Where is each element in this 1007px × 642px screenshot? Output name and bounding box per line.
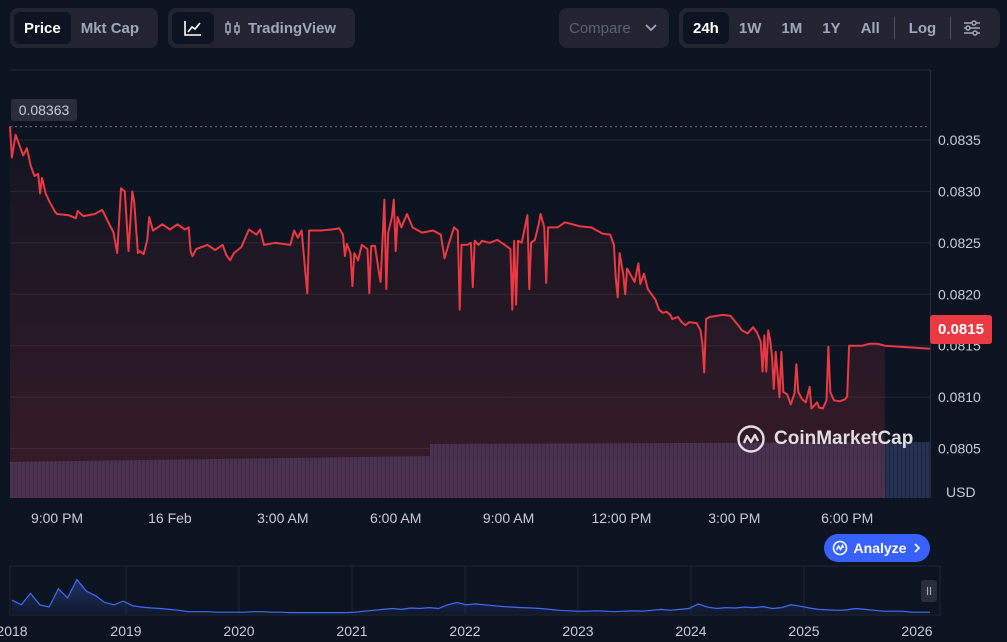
volume-bar <box>894 442 898 498</box>
analyze-label: Analyze <box>853 540 907 556</box>
overview-year-label: 2021 <box>336 623 367 639</box>
chevron-down-icon <box>645 24 657 32</box>
price-line <box>9 126 931 410</box>
price-area-fill <box>10 126 885 498</box>
volume-bar <box>910 442 914 498</box>
tradingview-label: TradingView <box>248 19 337 37</box>
overview-x-axis: 2018 2019 2020 2021 2022 2023 2024 2025 2026 <box>0 623 933 639</box>
overview-area <box>12 579 930 614</box>
line-chart-button[interactable] <box>172 12 214 44</box>
analyze-button[interactable]: Analyze <box>824 534 930 562</box>
x-tick-label: 6:00 AM <box>370 510 421 526</box>
x-tick-label: 9:00 PM <box>31 510 83 526</box>
range-1w[interactable]: 1W <box>738 19 762 37</box>
volume-bar <box>898 442 902 498</box>
navigator-handle[interactable] <box>921 580 937 602</box>
overview-year-label: 2020 <box>223 623 254 639</box>
range-1m[interactable]: 1M <box>781 19 803 37</box>
line-chart-icon <box>184 21 201 36</box>
volume-bar <box>918 442 922 498</box>
watermark-text: CoinMarketCap <box>774 428 914 449</box>
log-scale-button[interactable]: Log <box>908 19 937 37</box>
price-tab[interactable]: Price <box>14 12 71 44</box>
sliders-icon <box>964 20 981 36</box>
overview-year-label: 2018 <box>0 623 28 639</box>
last-price-label: 0.0815 <box>930 315 992 344</box>
y-tick-label: 0.0810 <box>938 389 981 405</box>
overview-navigator[interactable] <box>9 565 941 616</box>
grip-icon <box>926 587 932 595</box>
x-tick-label: 9:00 AM <box>483 510 534 526</box>
overview-year-label: 2019 <box>110 623 141 639</box>
overview-year-label: 2024 <box>675 623 706 639</box>
overview-year-label: 2022 <box>449 623 480 639</box>
volume-bar <box>906 442 910 498</box>
x-tick-label: 3:00 PM <box>708 510 760 526</box>
settings-divider <box>950 17 952 39</box>
y-tick-label: 0.0825 <box>938 235 981 251</box>
volume-bar <box>886 442 890 498</box>
y-tick-label: 0.0830 <box>938 183 981 199</box>
max-price-label: 0.08363 <box>11 99 77 121</box>
analyze-icon <box>832 540 848 556</box>
range-all[interactable]: All <box>860 19 880 37</box>
compare-dropdown[interactable]: Compare <box>559 8 669 48</box>
overview-line <box>11 578 930 614</box>
overview-year-label: 2025 <box>788 623 819 639</box>
coinmarketcap-logo-icon <box>737 425 765 453</box>
candlestick-icon <box>224 20 242 36</box>
range-1y[interactable]: 1Y <box>822 19 841 37</box>
y-tick-label: 0.0835 <box>938 132 981 148</box>
volume-bar <box>902 442 906 498</box>
market-cap-tab[interactable]: Mkt Cap <box>80 19 140 37</box>
volume-bar <box>922 442 926 498</box>
currency-label: USD <box>946 484 976 500</box>
volume-bar <box>926 442 930 498</box>
volume-bar <box>890 442 894 498</box>
x-tick-label: 16 Feb <box>148 510 192 526</box>
chart-toolbar: Price Mkt Cap TradingView <box>0 0 1007 56</box>
chart-settings-button[interactable] <box>955 12 989 44</box>
x-tick-label: 6:00 PM <box>821 510 873 526</box>
y-tick-label: 0.0820 <box>938 286 981 302</box>
x-tick-label: 12:00 PM <box>591 510 651 526</box>
x-tick-label: 3:00 AM <box>257 510 308 526</box>
range-24h[interactable]: 24h <box>683 12 729 44</box>
chevron-right-icon <box>914 543 921 553</box>
overview-year-label: 2026 <box>901 623 932 639</box>
y-axis: 0.08050.08100.08150.08200.08250.08300.08… <box>938 132 981 457</box>
chart-style-toggle: TradingView <box>168 8 355 48</box>
metric-toggle: Price Mkt Cap <box>10 8 158 48</box>
tradingview-button[interactable]: TradingView <box>214 12 346 44</box>
coinmarketcap-watermark: CoinMarketCap <box>736 424 913 454</box>
y-tick-label: 0.0805 <box>938 441 981 457</box>
volume-bar <box>914 442 918 498</box>
x-axis: 9:00 PM 16 Feb 3:00 AM 6:00 AM 9:00 AM 12:00 … <box>31 510 873 526</box>
compare-label: Compare <box>569 19 631 37</box>
range-divider <box>893 17 895 39</box>
overview-year-label: 2023 <box>562 623 593 639</box>
range-selector: 24h 1W 1M 1Y All Log <box>679 8 1000 48</box>
